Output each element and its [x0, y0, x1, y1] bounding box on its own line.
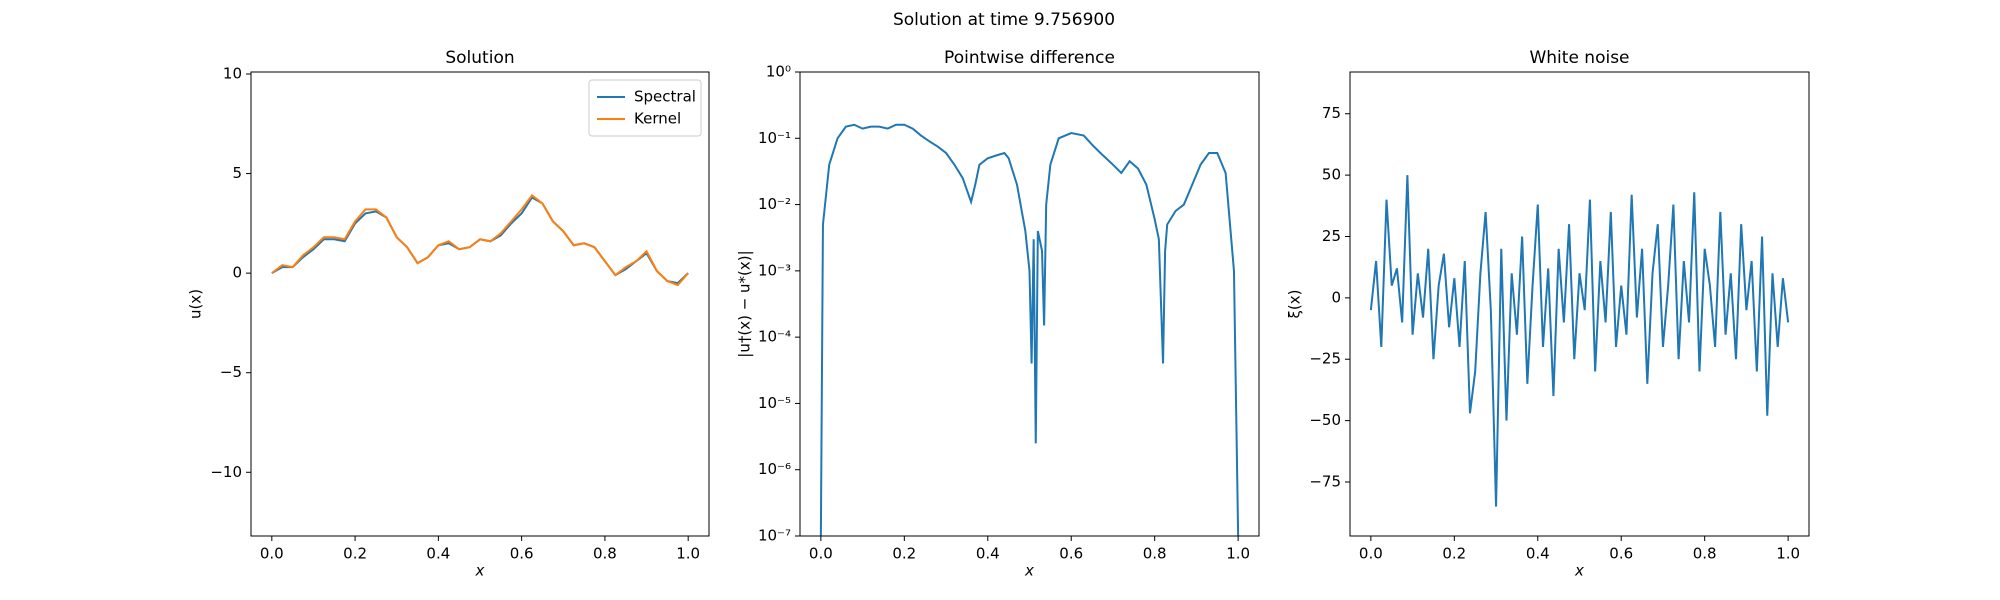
x-axis-label: x: [1024, 562, 1034, 580]
x-tick-label: 0.8: [593, 545, 617, 563]
y-tick-label: 0: [1331, 288, 1341, 306]
x-tick-label: 0.8: [1143, 545, 1167, 563]
y-tick-label: 10⁻²: [758, 195, 791, 213]
x-tick-label: 0.0: [260, 545, 284, 563]
data-line: [819, 123, 1240, 536]
axes-frame: [799, 71, 1260, 537]
y-tick-label: 10⁻⁵: [758, 394, 791, 412]
x-tick-label: 1.0: [1226, 545, 1250, 563]
x-tick-label: 0.0: [809, 545, 833, 563]
subplot: White noise x ξ(x) 0.0 0.2 0.4 0.6 0.8 1.0 −75 −50…: [1286, 48, 1810, 580]
subplot: Pointwise difference x |u†(x) − u*(x)| 0.0 0…: [736, 48, 1260, 580]
y-tick-label: −25: [1309, 350, 1341, 368]
y-tick-label: −50: [1309, 411, 1341, 429]
y-tick-label: 10⁻⁶: [758, 460, 791, 478]
x-tick-label: 0.4: [426, 545, 450, 563]
y-axis-label: u(x): [187, 289, 205, 319]
subplot-title: Pointwise difference: [944, 48, 1115, 68]
y-tick-label: −75: [1309, 472, 1341, 490]
y-tick-label: 10⁰: [766, 63, 791, 81]
figure-title: Solution at time 9.756900: [893, 10, 1115, 30]
y-tick-label: 75: [1322, 104, 1341, 122]
y-tick-label: −5: [220, 363, 242, 381]
legend-label: Spectral: [634, 88, 696, 106]
x-tick-label: 0.4: [1526, 545, 1550, 563]
axes-frame: [1349, 71, 1810, 537]
x-tick-label: 0.8: [1693, 545, 1717, 563]
x-tick-label: 0.2: [343, 545, 367, 563]
y-tick-label: 50: [1322, 166, 1341, 184]
legend-box: [588, 79, 702, 137]
x-tick-label: 0.0: [1359, 545, 1383, 563]
y-tick-label: 10⁻⁷: [758, 527, 791, 545]
y-axis-label: |u†(x) − u*(x)|: [736, 250, 754, 357]
x-tick-label: 0.6: [1059, 545, 1083, 563]
subplot: Solution x u(x) 0.0 0.2 0.4 0.6 0.8 1.0 −10 −5 0 5 10…: [187, 48, 710, 580]
x-tick-label: 1.0: [1776, 545, 1800, 563]
legend-label: Kernel: [634, 110, 681, 128]
axes-frame: [250, 71, 710, 537]
x-axis-label: x: [475, 562, 485, 580]
y-tick-label: 10⁻¹: [758, 129, 791, 147]
y-tick-label: 10⁻⁴: [758, 328, 791, 346]
subplot-title: Solution: [445, 48, 514, 68]
x-tick-label: 0.6: [510, 545, 534, 563]
subplot-title: White noise: [1529, 48, 1629, 68]
x-tick-label: 1.0: [676, 545, 700, 563]
y-tick-label: 5: [232, 164, 242, 182]
y-tick-label: −10: [210, 463, 242, 481]
data-line: [1369, 175, 1790, 507]
x-tick-label: 0.2: [1442, 545, 1466, 563]
y-axis-label: ξ(x): [1286, 290, 1304, 319]
x-tick-label: 0.2: [892, 545, 916, 563]
y-tick-label: 0: [232, 264, 242, 282]
y-tick-label: 10⁻³: [758, 261, 791, 279]
x-tick-label: 0.6: [1609, 545, 1633, 563]
y-tick-label: 10: [223, 64, 242, 82]
y-tick-label: 25: [1322, 227, 1341, 245]
data-line: [271, 194, 689, 287]
x-tick-label: 0.4: [976, 545, 1000, 563]
x-axis-label: x: [1574, 562, 1584, 580]
